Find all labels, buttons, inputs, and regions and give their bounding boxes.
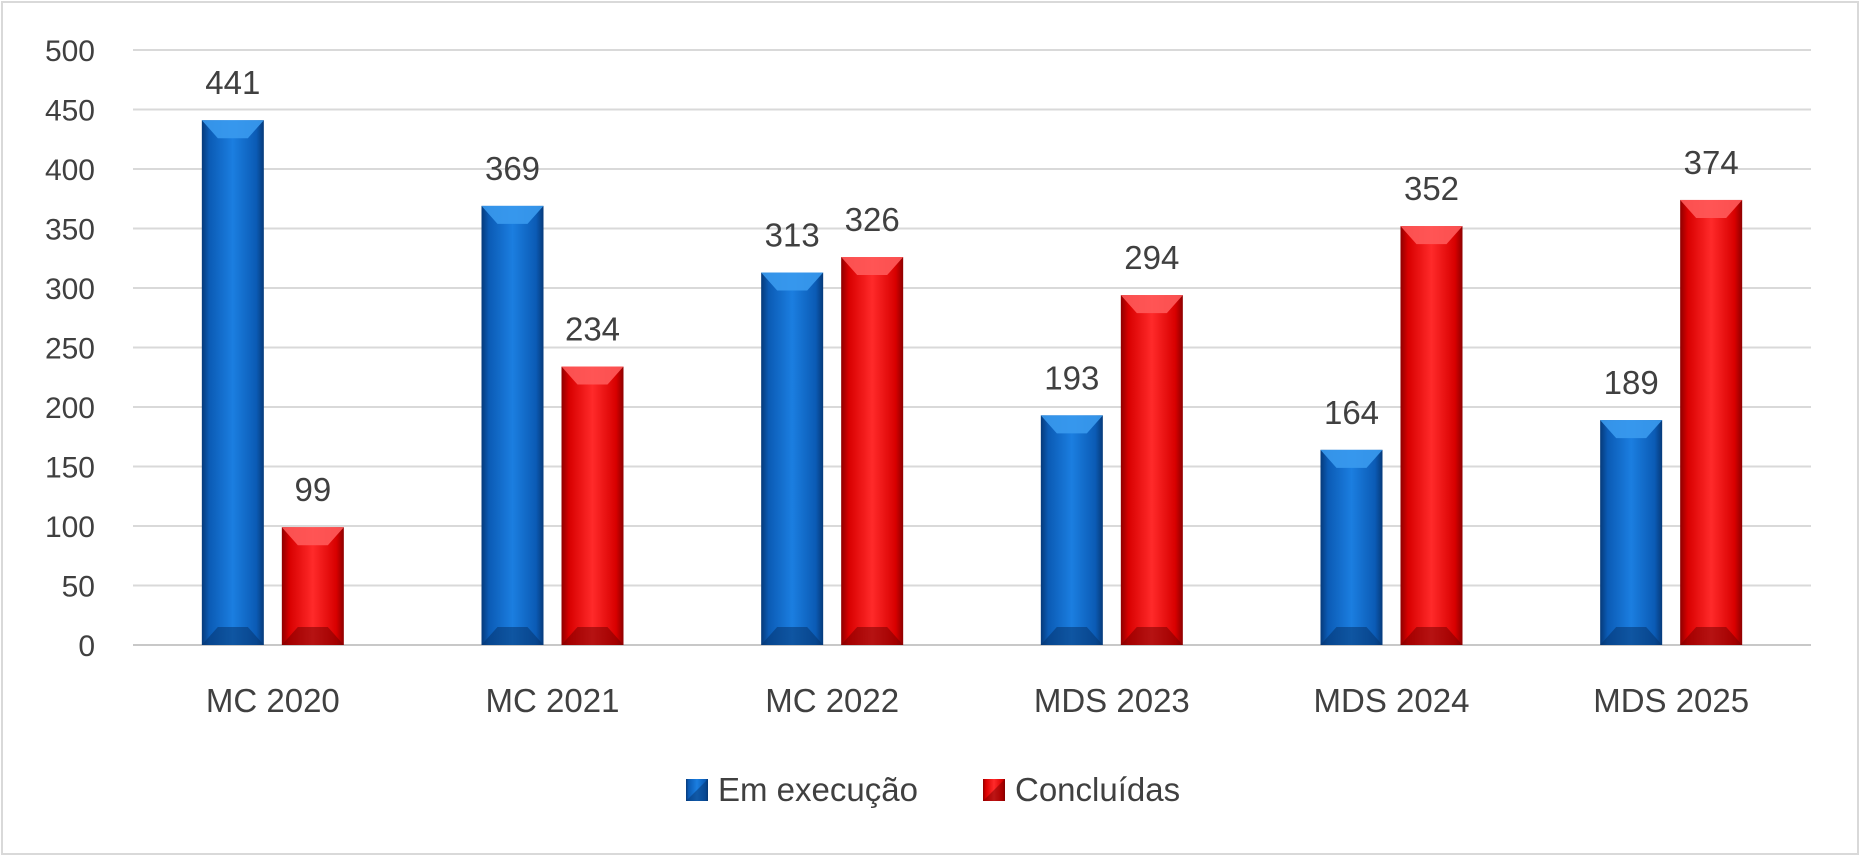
bar-chart: 0 50 100 150 200 250 300 350 400 450 500 441 99 369 2… [45,35,1811,808]
data-label: 441 [205,64,260,101]
bar-em-execucao [1320,449,1383,645]
legend-swatch-bevel [686,779,708,801]
y-axis-ticks: 0 50 100 150 200 250 300 350 400 450 500 [45,35,95,663]
y-tick-label: 250 [45,333,95,366]
data-label: 352 [1404,170,1459,207]
data-label: 294 [1124,239,1179,276]
bar-bevel-bottom [841,627,904,645]
data-label: 99 [294,471,331,508]
bar-bevel-bottom [481,627,544,645]
legend-label: Concluídas [1015,771,1180,808]
bar-bevel-bottom [1400,627,1463,645]
data-labels: 441 99 369 234 313 326 193 294 164 352 189 374 [205,64,1738,508]
bar-bevel-bottom [1320,627,1383,645]
bar-bevel-bottom [1120,627,1183,645]
bar-bevel-top [1600,420,1663,439]
y-tick-label: 200 [45,392,95,425]
y-tick-label: 150 [45,452,95,485]
bar-bevel-top [481,205,544,224]
bar-bevel-bottom [761,627,824,645]
y-tick-label: 450 [45,95,95,128]
bar-em-execucao [201,120,264,645]
data-label: 326 [845,201,900,238]
bar-bevel-bottom [281,627,344,645]
data-label: 189 [1604,364,1659,401]
data-label: 374 [1684,144,1739,181]
y-tick-label: 500 [45,35,95,68]
category-label: MC 2021 [486,682,620,719]
bar-bevel-top [281,527,344,546]
bar-bevel-bottom [1040,627,1103,645]
bar-bevel-top [201,120,264,139]
legend-label: Em execução [718,771,918,808]
data-label: 193 [1044,359,1099,396]
y-tick-label: 50 [62,571,95,604]
data-label: 164 [1324,394,1379,431]
y-tick-label: 350 [45,214,95,247]
bar-bevel-top [1040,415,1103,434]
x-axis-categories: MC 2020 MC 2021 MC 2022 MDS 2023 MDS 2024 MDS… [206,682,1749,719]
bars [201,120,1743,645]
bar-bevel-bottom [201,627,264,645]
data-label: 234 [565,311,620,348]
bar-bevel-bottom [1600,627,1663,645]
y-tick-label: 300 [45,273,95,306]
bar-em-execucao [1040,415,1103,645]
bar-em-execucao [481,205,544,645]
bar-concluidas [281,527,344,645]
data-label: 313 [765,217,820,254]
category-label: MC 2022 [765,682,899,719]
bar-concluidas [841,257,904,645]
bar-concluidas [1120,295,1183,645]
category-label: MDS 2023 [1034,682,1190,719]
gridlines [133,49,1811,646]
category-label: MDS 2024 [1314,682,1470,719]
bar-concluidas [1680,199,1743,645]
y-tick-label: 0 [78,630,95,663]
bar-bevel-top [1120,295,1183,314]
bar-bevel-bottom [561,627,624,645]
bar-bevel-top [841,257,904,276]
bar-bevel-top [761,272,824,291]
legend-swatch-bevel [983,779,1005,801]
legend: Em execução Concluídas [686,771,1180,808]
bar-em-execucao [761,272,824,645]
y-tick-label: 100 [45,511,95,544]
bar-bevel-top [1680,199,1743,218]
bar-bevel-bottom [1680,627,1743,645]
bar-concluidas [1400,226,1463,645]
data-label: 369 [485,150,540,187]
bar-em-execucao [1600,420,1663,645]
category-label: MDS 2025 [1593,682,1749,719]
bar-bevel-top [1400,226,1463,245]
y-tick-label: 400 [45,154,95,187]
bar-bevel-top [561,366,624,385]
bar-concluidas [561,366,624,645]
bar-bevel-top [1320,449,1383,468]
category-label: MC 2020 [206,682,340,719]
